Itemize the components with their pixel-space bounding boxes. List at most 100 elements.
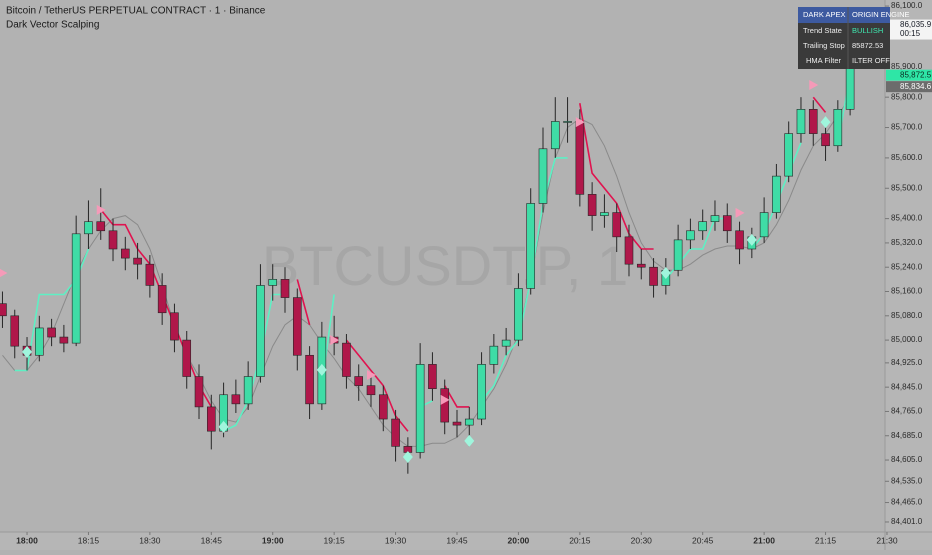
candle-body: [145, 263, 155, 286]
candle-body: [231, 394, 241, 405]
sell-signal: [575, 117, 585, 128]
x-tick-label: 21:00: [753, 535, 775, 545]
table-header: DARK APEX: [803, 10, 846, 19]
candle-body: [243, 376, 253, 405]
candle-body: [722, 215, 732, 232]
info-table: DARK APEX ORIGIN ENGINE Trend State BULL…: [798, 7, 910, 69]
candle-body: [121, 248, 130, 259]
candle-body: [280, 279, 290, 298]
candle-body: [563, 121, 572, 123]
table-header-bg: [798, 7, 890, 23]
indicator-name: Dark Vector Scalping: [6, 20, 99, 31]
sell-signal: [96, 204, 106, 215]
candle-body: [772, 175, 781, 213]
table-cell: Trend State: [803, 26, 842, 35]
candle-body: [342, 342, 351, 377]
y-tick-label: 85,900.0: [891, 62, 923, 71]
time-axis: [0, 532, 885, 550]
sell-signal: [440, 394, 450, 405]
candle-body: [452, 421, 462, 426]
y-tick-label: 84,605.0: [891, 455, 923, 464]
candle-body: [378, 394, 388, 420]
buy-signal: [402, 450, 413, 463]
y-tick-label: 85,160.0: [891, 287, 923, 296]
candle-body: [391, 418, 400, 447]
candle-body: [35, 327, 44, 356]
x-tick-label: 20:15: [569, 535, 591, 545]
candle-body: [477, 364, 486, 420]
x-tick-label: 19:30: [385, 535, 407, 545]
sell-signal: [735, 207, 745, 218]
candle-body: [710, 215, 720, 222]
sell-signal: [809, 80, 819, 91]
y-tick-label: 85,000.0: [891, 335, 923, 344]
candle-body: [526, 203, 536, 289]
table-cell: Trailing Stop: [803, 41, 845, 50]
table-header: ORIGIN ENGINE: [852, 10, 910, 19]
candle-body: [440, 388, 450, 423]
watermark: BTCUSDT.P, 1: [262, 234, 628, 297]
table-cell: 85872.53: [852, 41, 883, 50]
candle-body: [673, 239, 683, 271]
y-tick-label: 84,401.0: [891, 517, 923, 526]
sell-signal: [330, 335, 340, 346]
sell-signal: [0, 268, 8, 278]
table-body-bg: [798, 23, 890, 69]
candle-body: [587, 194, 597, 216]
y-tick-label: 84,765.0: [891, 407, 923, 416]
price-label-bg: [886, 19, 932, 40]
candle-body: [575, 121, 585, 195]
candle-body: [735, 230, 744, 250]
candle-body: [636, 263, 646, 268]
buy-signal: [22, 345, 33, 358]
candle-body: [305, 354, 314, 405]
candle-body: [256, 285, 265, 377]
x-tick-label: 20:00: [508, 535, 530, 545]
candle-body: [182, 339, 192, 377]
price-label: 86,035.9: [900, 20, 932, 29]
y-tick-label: 85,600.0: [891, 153, 923, 162]
candle-body: [415, 364, 425, 453]
candle-body: [354, 376, 364, 386]
y-tick-label: 84,535.0: [891, 476, 923, 485]
candle-body: [0, 303, 7, 317]
buy-signal: [316, 363, 327, 376]
candle-body: [292, 297, 302, 356]
y-tick-label: 85,500.0: [891, 183, 923, 192]
x-tick-label: 18:45: [201, 535, 223, 545]
candle-body: [464, 418, 474, 426]
candle-body: [501, 339, 511, 347]
buy-signal: [218, 420, 229, 433]
price-label: 85,834.6: [900, 82, 932, 91]
y-tick-label: 84,925.0: [891, 358, 923, 367]
candle-body: [206, 406, 216, 432]
candle-body: [538, 148, 548, 204]
x-tick-label: 20:45: [692, 535, 714, 545]
candle-body: [59, 336, 69, 344]
price-label-bg: [886, 81, 932, 93]
table-cell: ILTER OFF: [852, 56, 890, 65]
candle-body: [624, 236, 634, 265]
table-cell: HMA Filter: [806, 56, 842, 65]
candle-body: [71, 233, 81, 344]
candle-body: [194, 376, 204, 408]
candle-body: [10, 315, 20, 347]
buy-signal: [660, 266, 671, 279]
price-label: 85,872.5: [900, 70, 932, 79]
buy-signal: [820, 116, 831, 129]
candle-body: [784, 133, 793, 177]
x-tick-label: 19:45: [446, 535, 468, 545]
table-cell: BULLISH: [852, 26, 883, 35]
price-countdown: 00:15: [900, 29, 921, 38]
candle-body: [686, 230, 695, 241]
y-tick-label: 84,845.0: [891, 382, 923, 391]
candle-body: [833, 109, 843, 147]
candle-body: [821, 133, 830, 147]
sell-signal: [367, 370, 377, 381]
y-tick-label: 84,465.0: [891, 498, 923, 507]
candle-body: [84, 221, 93, 235]
y-tick-label: 86,100.0: [891, 1, 923, 10]
candle-body: [600, 212, 609, 216]
candle-body: [96, 221, 106, 232]
